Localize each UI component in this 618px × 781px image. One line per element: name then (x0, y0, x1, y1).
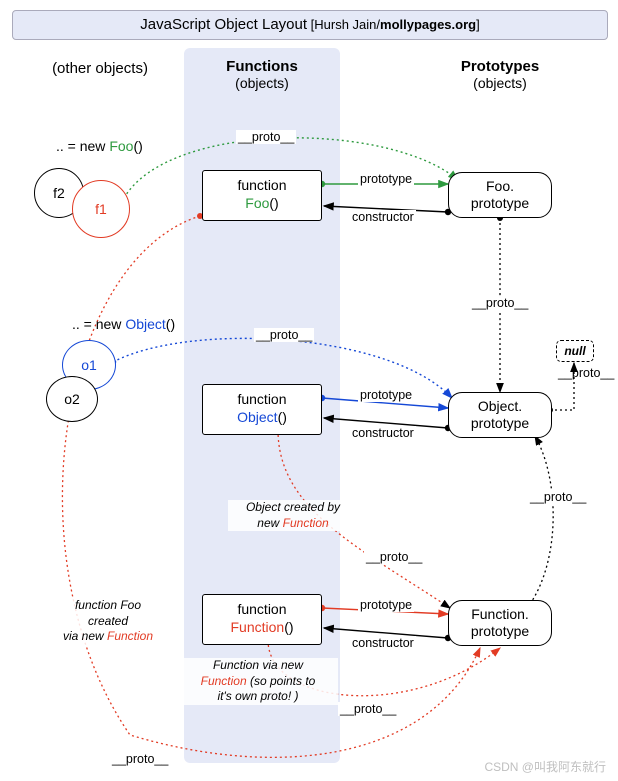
col-other: (other objects) (25, 60, 175, 77)
null-box: null (556, 340, 594, 362)
f1-circle: f1 (72, 180, 130, 238)
lbl-proto-null: __proto__ (556, 366, 616, 380)
note-foo-created: function Foo created via new Function (48, 598, 168, 645)
function-func-box: function Function() (202, 594, 322, 645)
col-functions: Functions (objects) (184, 58, 340, 92)
foo-new-expr: .. = new Foo() (54, 138, 145, 154)
lbl-proto-funcproto-up: __proto__ (528, 490, 588, 504)
foo-func-box: function Foo() (202, 170, 322, 221)
lbl-prototype-func: prototype (358, 598, 414, 612)
title-bracket-suffix: ] (476, 17, 480, 32)
lbl-constructor-foo: constructor (350, 210, 416, 224)
watermark: CSDN @叫我阿东就行 (484, 758, 606, 775)
object-proto-box: Object. prototype (448, 392, 552, 438)
title-bracket-bold: mollypages.org (380, 17, 476, 32)
title-main: JavaScript Object Layout (140, 16, 307, 33)
o2-circle: o2 (46, 376, 98, 422)
lbl-prototype-obj: prototype (358, 388, 414, 402)
title-bar: JavaScript Object Layout [Hursh Jain/mol… (12, 10, 608, 40)
lbl-proto-bottom: __proto__ (110, 752, 170, 766)
foo-proto-box: Foo. prototype (448, 172, 552, 218)
lbl-proto-o1: __proto__ (254, 328, 314, 342)
note-obj-created: Object created by new Function (228, 500, 358, 531)
object-func-box: function Object() (202, 384, 322, 435)
lbl-constructor-func: constructor (350, 636, 416, 650)
function-proto-box: Function. prototype (448, 600, 552, 646)
lbl-prototype-foo: prototype (358, 172, 414, 186)
lbl-proto-func-self: __proto__ (338, 702, 398, 716)
lbl-proto-obj-func: __proto__ (364, 550, 424, 564)
col-prototypes: Prototypes (objects) (410, 58, 590, 92)
note-func-via: Function via new Function (so points to … (178, 658, 338, 705)
lbl-constructor-obj: constructor (350, 426, 416, 440)
lbl-proto-f1: __proto__ (236, 130, 296, 144)
title-bracket-prefix: [Hursh Jain/ (307, 17, 380, 32)
lbl-proto-foo-obj: __proto__ (470, 296, 530, 310)
obj-new-expr: .. = new Object() (70, 316, 177, 332)
